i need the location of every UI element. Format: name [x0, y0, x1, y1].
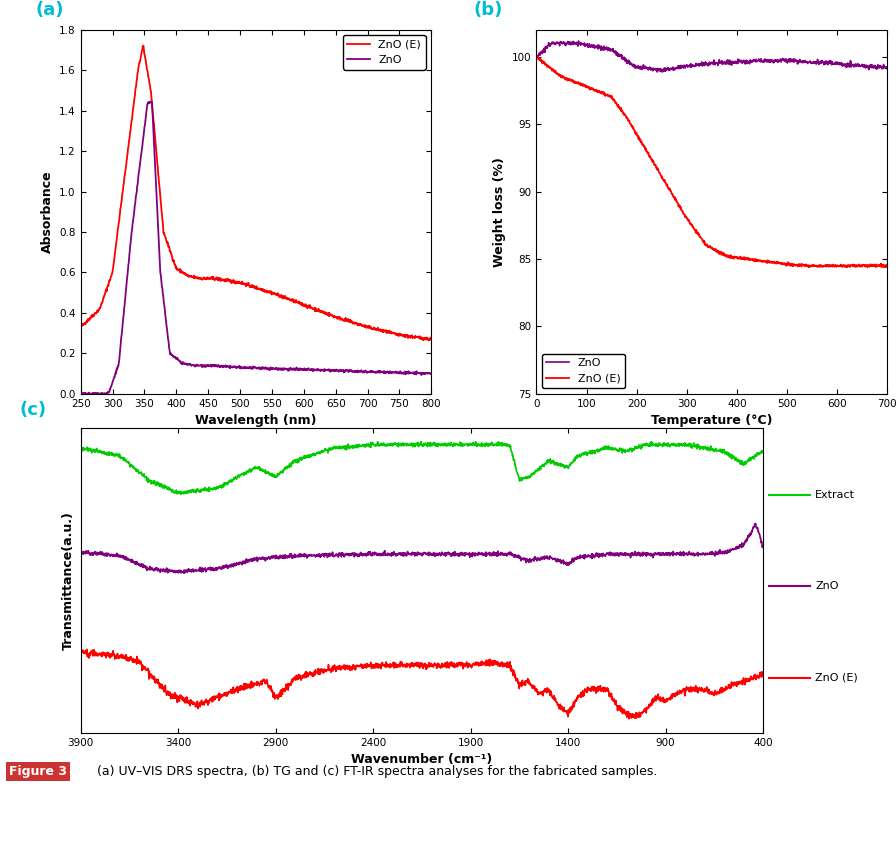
- ZnO (E): [882, 260, 892, 270]
- ZnO (E): [356, 320, 366, 330]
- ZnO: [657, 67, 668, 77]
- ZnO (E): [531, 53, 542, 63]
- ZnO: [686, 62, 697, 72]
- ZnO: [230, 362, 241, 372]
- ZnO (E): [772, 257, 783, 268]
- ZnO: [356, 366, 366, 376]
- ZnO: [76, 389, 87, 399]
- ZnO (E): [673, 202, 684, 212]
- Text: (a) UV–VIS DRS spectra, (b) TG and (c) FT-IR spectra analyses for the fabricated: (a) UV–VIS DRS spectra, (b) TG and (c) F…: [85, 765, 658, 778]
- ZnO: [567, 39, 578, 49]
- ZnO: [674, 64, 685, 74]
- ZnO: [145, 97, 156, 107]
- Y-axis label: Absorbance: Absorbance: [40, 170, 54, 253]
- Line: ZnO (E): ZnO (E): [81, 46, 431, 340]
- ZnO: [75, 388, 86, 398]
- ZnO (E): [316, 307, 327, 317]
- ZnO (E): [685, 220, 696, 230]
- ZnO: [218, 363, 228, 373]
- ZnO: [316, 365, 327, 375]
- ZnO (E): [423, 335, 434, 346]
- ZnO (E): [862, 263, 873, 273]
- Text: ZnO (E): ZnO (E): [815, 673, 857, 683]
- X-axis label: Wavelength (nm): Wavelength (nm): [195, 414, 316, 427]
- X-axis label: Wavenumber (cm⁻¹): Wavenumber (cm⁻¹): [351, 753, 493, 766]
- ZnO (E): [567, 75, 578, 86]
- ZnO (E): [75, 322, 86, 332]
- Text: (a): (a): [35, 1, 64, 19]
- Text: ZnO: ZnO: [815, 581, 839, 591]
- ZnO: [531, 53, 542, 63]
- ZnO: [573, 36, 584, 46]
- ZnO: [772, 55, 783, 65]
- ZnO: [111, 365, 122, 375]
- ZnO (E): [426, 334, 436, 344]
- Line: ZnO: ZnO: [81, 102, 431, 394]
- Y-axis label: Weight loss (%): Weight loss (%): [494, 157, 506, 267]
- ZnO: [882, 63, 892, 73]
- Line: ZnO: ZnO: [537, 41, 887, 72]
- ZnO: [806, 58, 816, 68]
- Legend: ZnO, ZnO (E): ZnO, ZnO (E): [542, 354, 625, 388]
- ZnO (E): [811, 261, 822, 271]
- ZnO (E): [805, 261, 815, 271]
- ZnO (E): [230, 277, 241, 287]
- Line: ZnO (E): ZnO (E): [537, 56, 887, 268]
- Y-axis label: Transmittance(a.u.): Transmittance(a.u.): [62, 511, 75, 650]
- Text: (c): (c): [19, 401, 47, 418]
- Legend: ZnO (E), ZnO: ZnO (E), ZnO: [343, 36, 426, 69]
- ZnO (E): [349, 318, 360, 328]
- Text: Figure 3: Figure 3: [9, 765, 67, 778]
- ZnO (E): [218, 274, 228, 285]
- ZnO: [426, 369, 436, 379]
- ZnO (E): [532, 51, 543, 61]
- ZnO: [812, 57, 823, 67]
- Text: (b): (b): [473, 1, 503, 19]
- Text: Extract: Extract: [815, 490, 855, 500]
- ZnO (E): [111, 236, 122, 246]
- ZnO: [349, 366, 360, 376]
- X-axis label: Temperature (°C): Temperature (°C): [651, 414, 772, 427]
- ZnO (E): [138, 41, 149, 51]
